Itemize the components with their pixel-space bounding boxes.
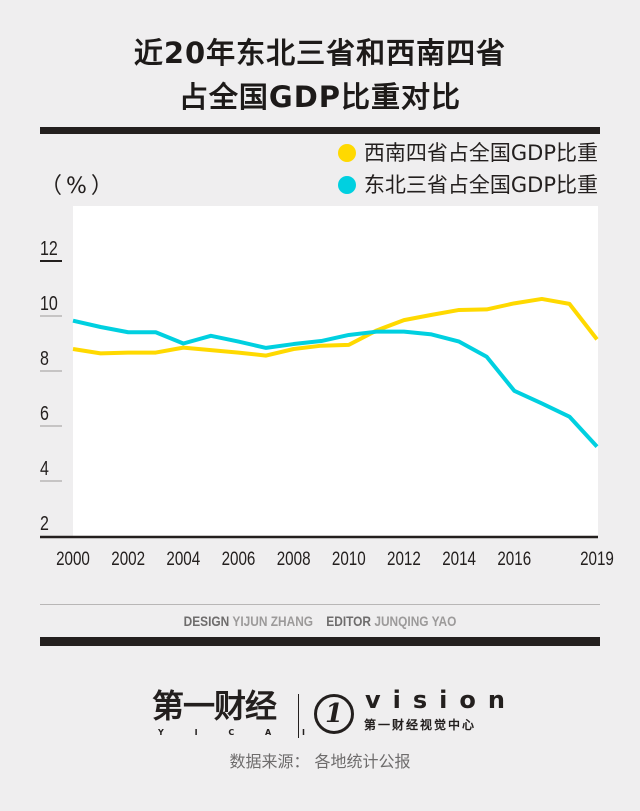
title-line-1: 近20年东北三省和西南四省 [133, 36, 507, 70]
series-line-northeast [72, 318, 599, 448]
x-tick-label: 2019 [580, 547, 614, 569]
plot-area [73, 206, 598, 536]
legend-item-southwest: 西南四省占全国GDP比重 [337, 140, 598, 166]
y-tick-label: 8 [40, 347, 49, 369]
title-line-2: 占全国GDP比重对比 [178, 80, 462, 114]
credits: DESIGN YIJUN ZHANG EDITOR JUNQING YAO [48, 612, 592, 630]
y-tick-label: 4 [40, 457, 49, 479]
editor: JUNQING YAO [374, 613, 457, 629]
vision-logo: vision [365, 686, 517, 714]
y-tick-label: 10 [40, 292, 58, 314]
footer-rule [40, 637, 600, 646]
yicai-logo-sub: Y I C A I [158, 728, 319, 737]
y-tick-label: 2 [40, 512, 49, 534]
legend-swatch-cyan [337, 176, 356, 194]
series-line-southwest [72, 296, 599, 358]
x-tick-label: 2004 [166, 547, 200, 569]
y-tick-label: 6 [40, 402, 49, 424]
x-tick-label: 2006 [222, 547, 256, 569]
legend-item-northeast: 东北三省占全国GDP比重 [337, 172, 598, 198]
x-tick-label: 2008 [277, 547, 311, 569]
x-tick-label: 2010 [332, 547, 366, 569]
designer: YIJUN ZHANG [232, 613, 314, 629]
x-tick-label: 2002 [111, 547, 145, 569]
legend-swatch-yellow [337, 144, 356, 162]
logo-divider [298, 694, 299, 738]
x-tick-label: 2012 [387, 547, 421, 569]
legend-label: 东北三省占全国GDP比重 [363, 173, 598, 197]
y-tick-label: 12 [40, 237, 58, 259]
legend-label: 西南四省占全国GDP比重 [363, 141, 598, 165]
x-tick-label: 2014 [442, 547, 476, 569]
vision-logo-sub: 第一财经视觉中心 [364, 718, 477, 732]
title-rule [40, 127, 600, 134]
y-axis-unit: （%） [40, 174, 117, 199]
editor-label: EDITOR [326, 613, 372, 629]
line-chart: 2 4 6 8 10 12 2000 2002 2004 2006 2008 2010 2012 2014… [40, 206, 614, 569]
data-source: 数据来源： 各地统计公报 [229, 752, 411, 771]
vision-one-icon: 1 [314, 694, 354, 734]
x-tick-label: 2000 [56, 547, 90, 569]
credits-rule [40, 604, 600, 605]
design-label: DESIGN [183, 613, 230, 629]
x-tick-label: 2016 [497, 547, 531, 569]
yicai-logo: 第一财经 [152, 687, 277, 725]
